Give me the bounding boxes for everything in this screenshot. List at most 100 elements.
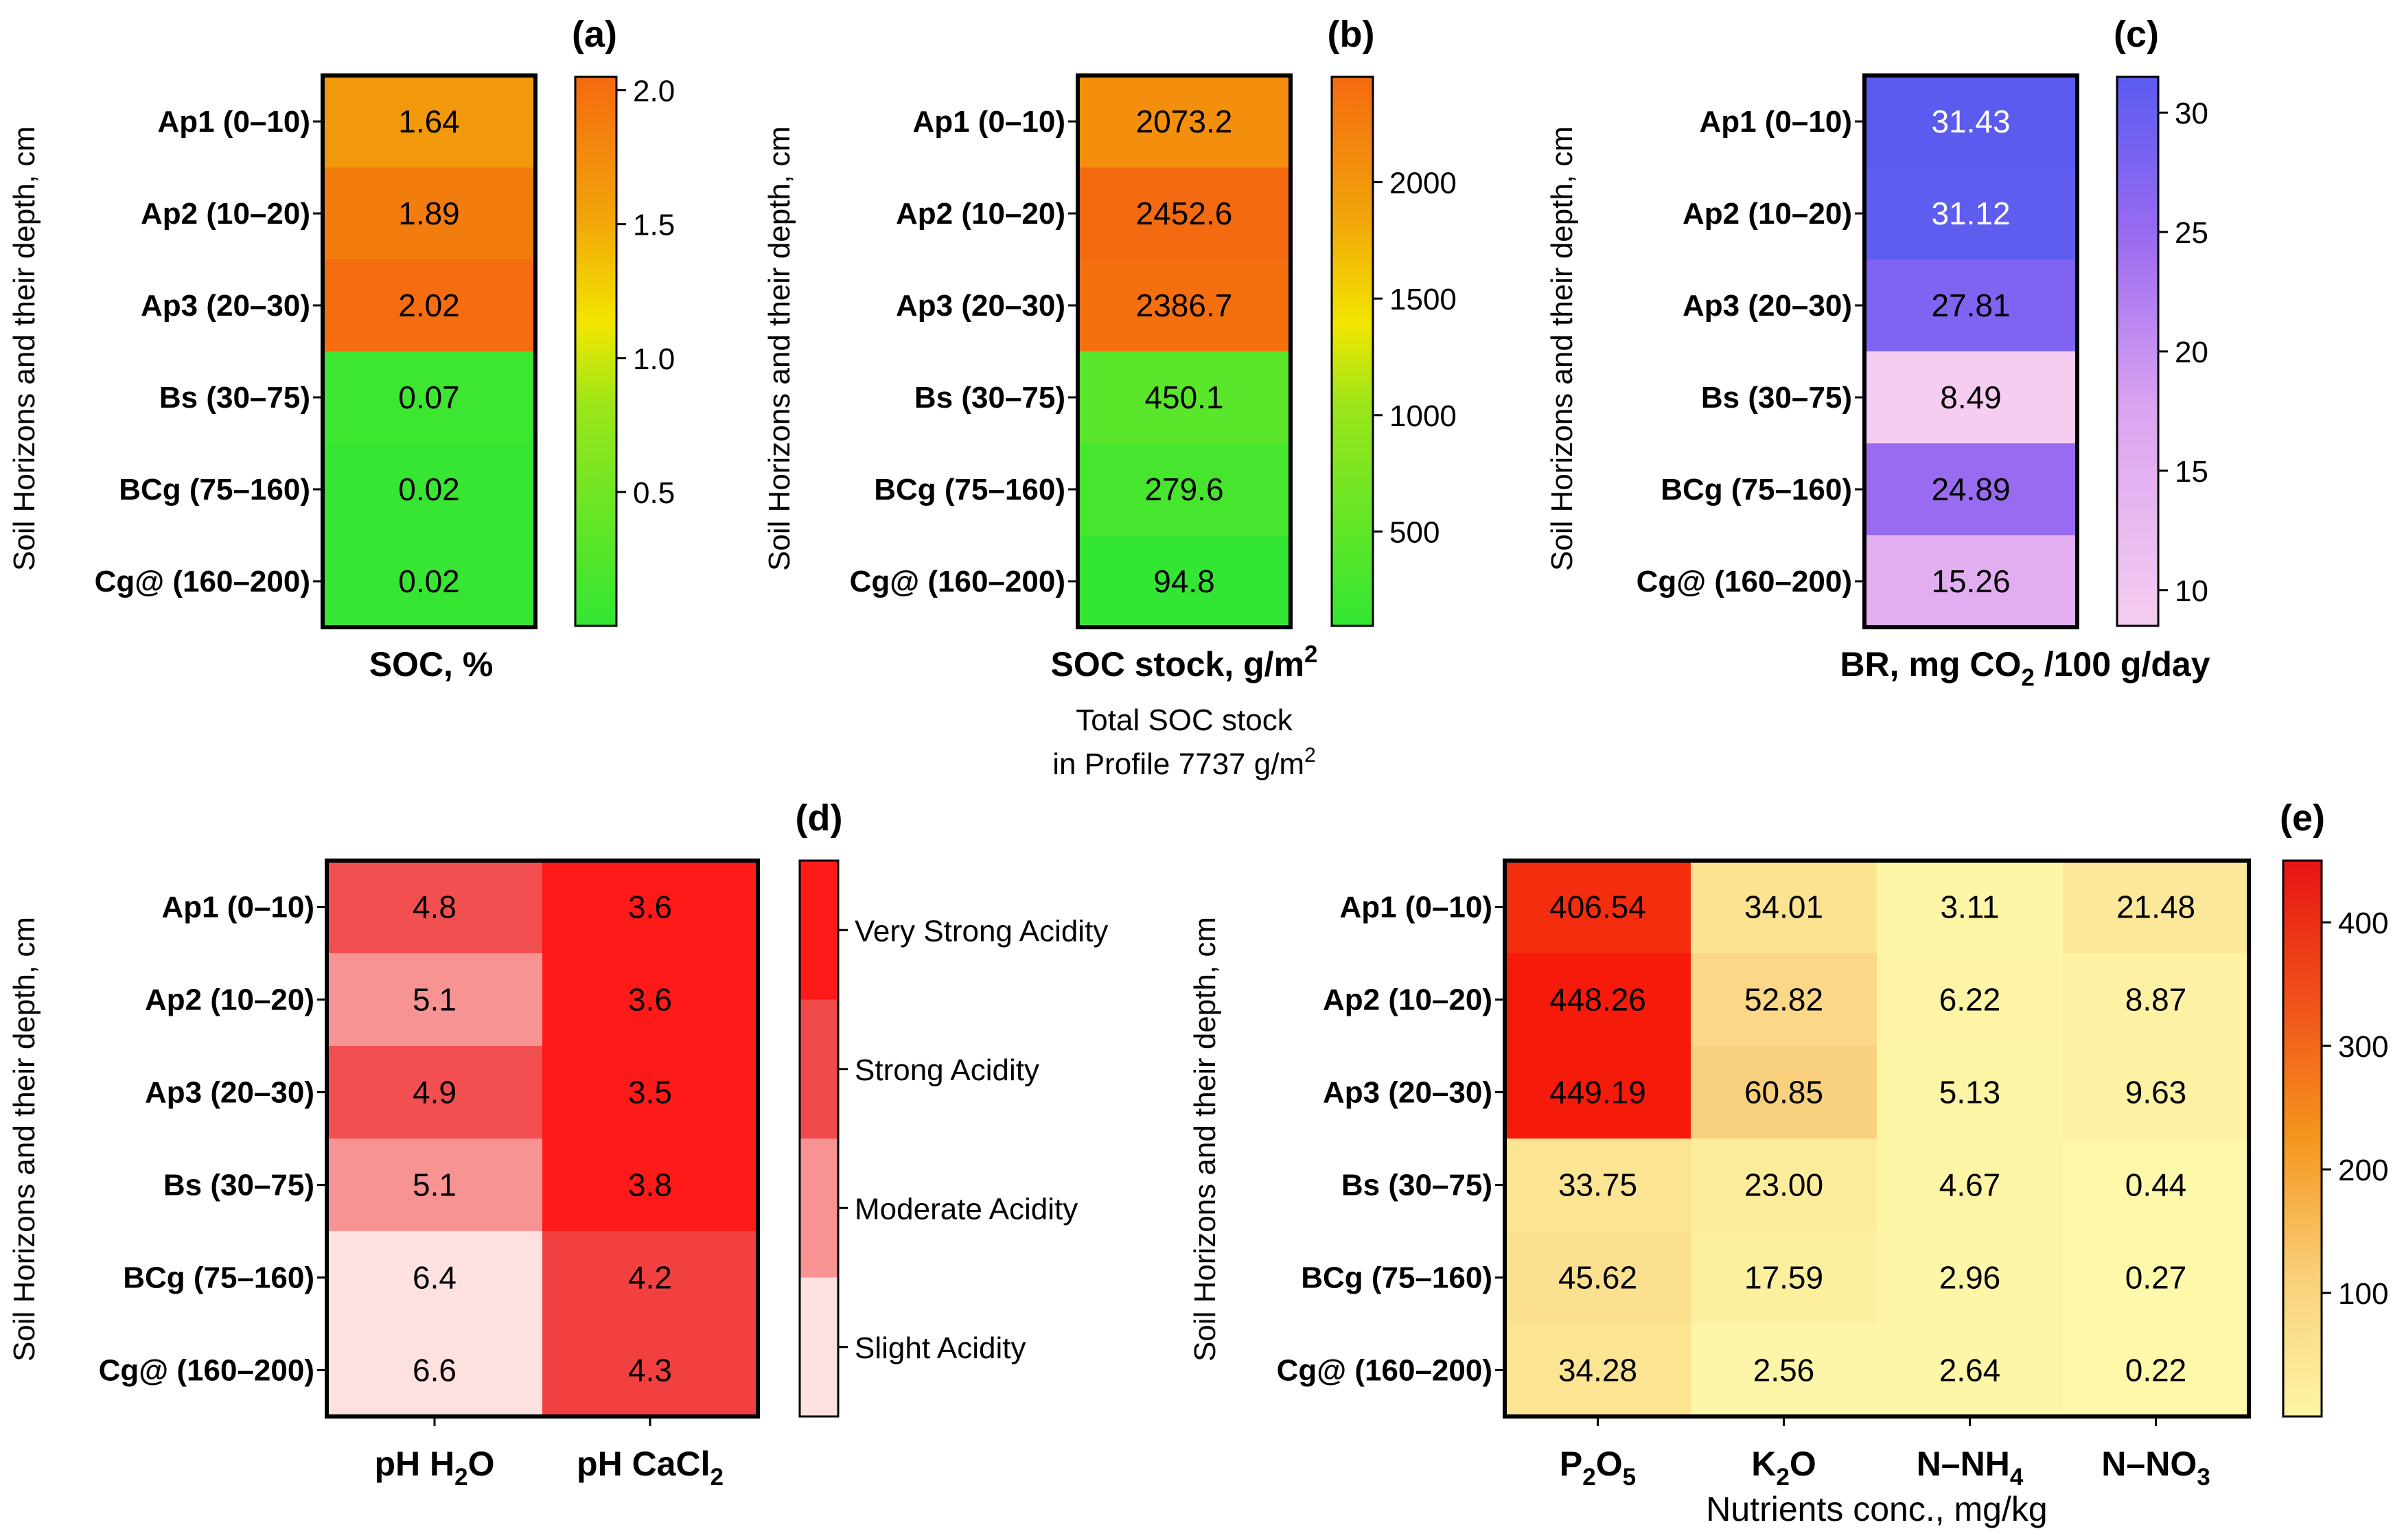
- cell-label-e-r3-c2: 4.67: [1939, 1167, 2001, 1203]
- col-label-e-3-part-1: 3: [2197, 1464, 2210, 1491]
- row-label-e-3: Bs (30–75): [1341, 1169, 1492, 1202]
- colorbar-tick-label-e-2: 300: [2338, 1030, 2388, 1064]
- row-label-e-5: Cg@ (160–200): [1277, 1354, 1492, 1388]
- colorbar-tick-label-c-4: 30: [2175, 97, 2208, 130]
- panel-b-note: Total SOC stock in Profile 7737 g/m2: [1052, 703, 1316, 781]
- colorbar-frame-d: [798, 859, 840, 1418]
- panel-d-ph: 4.8 3.6 5.1 3.6 4.9 3.5 5.1 3.8 6.4 4.2 6.6 4.3 Ap1 …: [8, 797, 1108, 1491]
- cell-e-r0-c2: [1877, 861, 2064, 954]
- col-label-d-1: pH CaCl2: [577, 1445, 724, 1491]
- cell-label-d-r3-c0: 5.1: [413, 1167, 456, 1203]
- cell-label-a-r2-c0: 2.02: [398, 288, 460, 323]
- colorbar-category-d-0: Very Strong Acidity: [855, 914, 1108, 948]
- x-axis-label-b-part-0: SOC stock, g/m: [1051, 645, 1305, 684]
- cell-d-r2-c1: [542, 1046, 759, 1139]
- x-axis-label-a: SOC, %: [369, 645, 494, 684]
- cell-label-e-r4-c0: 45.62: [1558, 1260, 1637, 1296]
- cell-label-e-r0-c1: 34.01: [1744, 889, 1823, 925]
- row-label-c-2: Ap3 (20–30): [1683, 289, 1852, 323]
- x-axis-label-b: SOC stock, g/m2: [1051, 641, 1318, 684]
- colorbar-tick-label-a-3: 2.0: [633, 75, 675, 108]
- cell-label-b-r1-c0: 2452.6: [1136, 196, 1233, 231]
- cell-label-d-r1-c0: 5.1: [413, 982, 456, 1018]
- cell-label-a-r1-c0: 1.89: [398, 196, 460, 231]
- row-label-a-4: BCg (75–160): [119, 473, 310, 506]
- cell-e-r0-c1: [1691, 861, 1877, 954]
- row-label-c-3: Bs (30–75): [1701, 381, 1852, 415]
- cell-e-r1-c2: [1877, 953, 2064, 1047]
- cell-c-r4-c0: [1864, 443, 2078, 536]
- row-label-e-1: Ap2 (10–20): [1323, 983, 1492, 1017]
- col-label-d-0-part-0: pH H: [374, 1445, 454, 1483]
- cell-a-r4-c0: [323, 443, 536, 536]
- row-label-d-0: Ap1 (0–10): [161, 891, 314, 924]
- col-label-e-1-part-1: 2: [1776, 1464, 1789, 1491]
- col-label-e-1-part-0: K: [1751, 1445, 1776, 1483]
- panel-letter-a: (a): [572, 14, 617, 55]
- colorbar-category-d-3: Slight Acidity: [855, 1331, 1026, 1365]
- cell-label-c-r0-c0: 31.43: [1931, 104, 2010, 139]
- cell-label-a-r3-c0: 0.07: [398, 380, 460, 415]
- row-label-b-0: Ap1 (0–10): [912, 105, 1065, 139]
- cell-e-r2-c2: [1877, 1046, 2064, 1139]
- cell-label-e-r2-c3: 9.63: [2125, 1075, 2187, 1110]
- cell-label-a-r0-c0: 1.64: [398, 104, 460, 139]
- x-axis-label-b-part-1: 2: [1304, 641, 1317, 668]
- heatmap-frame-e: [1503, 859, 2251, 1419]
- cell-e-r0-c3: [2063, 861, 2250, 954]
- cell-c-r0-c0: [1864, 75, 2078, 168]
- row-label-a-0: Ap1 (0–10): [157, 105, 310, 139]
- col-label-e-0-part-0: P: [1560, 1445, 1582, 1483]
- cell-d-r2-c0: [327, 1046, 543, 1139]
- colorbar-frame-c: [2116, 75, 2160, 627]
- cell-label-e-r5-c3: 0.22: [2125, 1353, 2187, 1388]
- cell-e-r5-c2: [1877, 1324, 2064, 1417]
- cell-label-b-r0-c0: 2073.2: [1136, 104, 1233, 139]
- colorbar-tick-label-a-0: 0.5: [633, 476, 675, 510]
- colorbar-frame-b: [1330, 75, 1374, 627]
- colorbar-tick-label-c-2: 20: [2175, 336, 2208, 369]
- y-axis-title-d: Soil Horizons and their depth, cm: [8, 917, 41, 1362]
- cell-label-e-r1-c3: 8.87: [2125, 982, 2187, 1018]
- cell-b-r4-c0: [1078, 443, 1291, 536]
- cell-d-r3-c1: [542, 1139, 759, 1232]
- col-label-d-0: pH H2O: [374, 1445, 494, 1491]
- colorbar-tick-label-e-3: 400: [2338, 907, 2388, 940]
- cell-e-r1-c0: [1505, 953, 1691, 1047]
- colorbar-tick-label-a-2: 1.5: [633, 209, 675, 242]
- cell-e-r1-c3: [2063, 953, 2250, 1047]
- heatmap-frame-c: [1862, 73, 2079, 629]
- cell-label-d-r3-c1: 3.8: [628, 1167, 672, 1203]
- x-axis-label-e: Nutrients conc., mg/kg: [1706, 1490, 2047, 1528]
- cell-d-r4-c1: [542, 1231, 759, 1325]
- colorbar-category-d-1: Strong Acidity: [855, 1053, 1039, 1087]
- cell-e-r5-c3: [2063, 1324, 2250, 1417]
- cell-d-r0-c0: [327, 861, 543, 954]
- col-label-e-0-part-1: 2: [1582, 1464, 1595, 1491]
- row-label-a-3: Bs (30–75): [159, 381, 310, 415]
- x-axis-label-c: BR, mg CO2 /100 g/day: [1840, 645, 2210, 691]
- col-label-d-0-part-2: O: [468, 1445, 495, 1483]
- cell-a-r3-c0: [323, 351, 536, 444]
- cell-label-c-r5-c0: 15.26: [1931, 563, 2010, 599]
- panel-c-basal-respiration: 31.43 31.12 27.81 8.49 24.89 15.26 Ap1 (0–10) A…: [1545, 14, 2210, 691]
- cell-label-d-r4-c1: 4.2: [628, 1260, 672, 1296]
- colorbar-segment-d-0: [800, 861, 838, 1000]
- cell-label-a-r5-c0: 0.02: [398, 563, 460, 599]
- row-label-b-5: Cg@ (160–200): [850, 565, 1065, 598]
- row-label-d-5: Cg@ (160–200): [99, 1354, 314, 1388]
- cell-label-e-r0-c3: 21.48: [2116, 889, 2195, 925]
- cell-a-r0-c0: [323, 75, 536, 168]
- row-label-a-5: Cg@ (160–200): [95, 565, 310, 598]
- colorbar-tick-label-b-3: 2000: [1389, 166, 1457, 200]
- cell-label-e-r2-c2: 5.13: [1939, 1075, 2001, 1110]
- cell-b-r1-c0: [1078, 167, 1291, 260]
- row-label-c-0: Ap1 (0–10): [1699, 105, 1852, 139]
- panel-e-nutrients: 406.54 34.01 3.11 21.48 448.26 52.82 6.22 8.87 4…: [1188, 797, 2388, 1528]
- row-label-e-4: BCg (75–160): [1301, 1261, 1492, 1295]
- col-label-d-0-part-1: 2: [454, 1464, 467, 1491]
- cell-label-e-r4-c1: 17.59: [1744, 1260, 1823, 1296]
- x-axis-label-c-part-1: 2: [2021, 664, 2034, 691]
- panel-letter-c: (c): [2114, 14, 2159, 55]
